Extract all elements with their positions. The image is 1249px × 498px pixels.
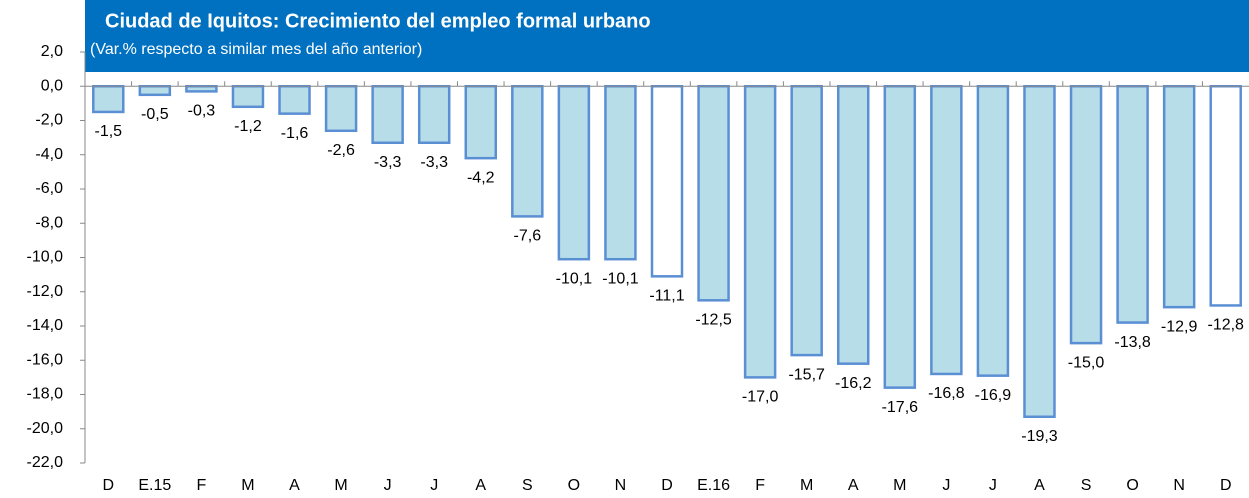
x-tick-label: J — [430, 477, 438, 494]
value-label: -4,2 — [467, 169, 495, 186]
value-label: -12,9 — [1161, 318, 1198, 335]
y-tick-label: -4,0 — [35, 146, 63, 163]
bar — [138, 85, 172, 97]
value-label: -1,5 — [94, 123, 122, 140]
x-tick-label: O — [568, 477, 580, 494]
bar — [1116, 85, 1149, 324]
y-tick-label: -12,0 — [27, 283, 64, 300]
value-label: -1,6 — [281, 125, 309, 142]
bar — [790, 85, 823, 357]
chart-title: Ciudad de Iquitos: Crecimiento del emple… — [105, 10, 651, 32]
x-tick-label: S — [522, 477, 533, 494]
value-label: -10,1 — [556, 270, 593, 287]
bar — [883, 85, 917, 389]
y-tick-label: -10,0 — [27, 249, 64, 266]
value-label: -2,6 — [327, 142, 355, 159]
value-label: -3,3 — [420, 154, 448, 171]
value-label: -0,3 — [188, 103, 216, 120]
value-label: -3,3 — [374, 154, 402, 171]
x-tick-label: O — [1126, 477, 1138, 494]
bar — [511, 85, 544, 218]
x-tick-label: J — [942, 477, 950, 494]
x-tick-label: A — [1034, 477, 1045, 494]
x-tick-label: N — [615, 477, 627, 494]
title-box — [85, 0, 1249, 72]
x-tick-label: M — [893, 477, 906, 494]
x-tick-label: M — [241, 477, 254, 494]
y-tick-label: -14,0 — [27, 317, 64, 334]
value-label: -12,8 — [1207, 317, 1244, 334]
x-tick-label: E.15 — [138, 477, 171, 494]
bar — [371, 85, 404, 145]
y-tick-label: -2,0 — [35, 112, 63, 129]
x-tick-label: D — [1220, 477, 1232, 494]
bar — [743, 85, 777, 379]
y-tick-label: -8,0 — [35, 214, 63, 231]
value-label: -15,0 — [1068, 354, 1105, 371]
chart-subtitle: (Var.% respecto a similar mes del año an… — [90, 41, 422, 58]
bar — [464, 85, 498, 160]
bar — [650, 85, 684, 278]
x-tick-label: J — [384, 477, 392, 494]
x-tick-label: D — [661, 477, 673, 494]
y-tick-label: -18,0 — [27, 386, 64, 403]
value-label: -19,3 — [1021, 428, 1058, 445]
y-tick-label: 2,0 — [41, 43, 63, 60]
bar — [231, 85, 265, 109]
value-label: -11,1 — [649, 288, 684, 305]
bar — [1023, 85, 1056, 419]
y-tick-label: -6,0 — [35, 180, 63, 197]
bar — [278, 85, 311, 115]
value-label: -17,6 — [882, 399, 919, 416]
x-tick-label: M — [334, 477, 347, 494]
value-label: -0,5 — [141, 106, 169, 123]
x-tick-label: S — [1081, 477, 1092, 494]
y-tick-label: -20,0 — [27, 420, 64, 437]
x-tick-label: F — [197, 477, 207, 494]
x-tick-label: F — [755, 477, 765, 494]
bar — [836, 85, 870, 365]
bar — [1162, 85, 1196, 309]
bar — [1209, 85, 1242, 307]
bar — [697, 85, 730, 302]
y-tick-label: -22,0 — [27, 454, 64, 471]
x-tick-label: D — [102, 477, 114, 494]
bar — [976, 85, 1010, 377]
x-tick-label: N — [1173, 477, 1185, 494]
bar — [604, 85, 637, 261]
bar — [185, 85, 218, 93]
value-label: -1,2 — [234, 118, 262, 135]
bar — [92, 85, 125, 114]
value-label: -15,7 — [788, 366, 825, 383]
bar — [1069, 85, 1103, 345]
x-tick-label: M — [800, 477, 813, 494]
bar — [930, 85, 963, 376]
value-label: -16,9 — [975, 387, 1012, 404]
x-tick-label: E.16 — [697, 477, 730, 494]
y-tick-label: -16,0 — [27, 351, 64, 368]
x-tick-label: A — [289, 477, 300, 494]
value-label: -10,1 — [602, 270, 639, 287]
value-label: -12,5 — [695, 312, 732, 329]
bar — [417, 85, 451, 145]
x-tick-label: A — [475, 477, 486, 494]
value-label: -7,6 — [514, 228, 542, 245]
value-label: -17,0 — [742, 389, 779, 406]
x-tick-label: A — [848, 477, 859, 494]
value-label: -16,8 — [928, 385, 965, 402]
y-tick-label: 0,0 — [41, 77, 63, 94]
x-tick-label: J — [989, 477, 997, 494]
bar — [324, 85, 358, 133]
value-label: -13,8 — [1114, 334, 1151, 351]
bar — [557, 85, 591, 261]
value-label: -16,2 — [835, 375, 872, 392]
